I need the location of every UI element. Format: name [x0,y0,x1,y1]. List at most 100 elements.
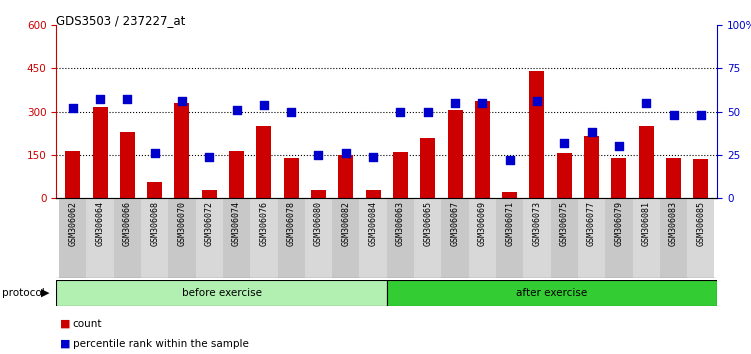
Bar [496,198,523,278]
Bar [502,193,517,198]
Bar [414,198,442,278]
Text: GSM306073: GSM306073 [532,201,541,246]
Bar [305,198,332,278]
Point [258,102,270,107]
Bar [442,198,469,278]
Bar [638,126,653,198]
Bar [366,190,381,198]
Bar [338,155,353,198]
Text: GSM306076: GSM306076 [259,201,268,246]
Text: GSM306082: GSM306082 [341,201,350,246]
Bar [584,136,599,198]
Bar [632,198,660,278]
Bar [86,198,113,278]
Point [122,97,134,102]
Text: GSM306065: GSM306065 [424,201,433,246]
Point [476,100,488,106]
Point [149,150,161,156]
Text: GSM306079: GSM306079 [614,201,623,246]
Text: GSM306077: GSM306077 [587,201,596,246]
Point [504,157,516,163]
Bar [360,198,387,278]
Text: GSM306069: GSM306069 [478,201,487,246]
Point [312,152,324,158]
Text: GSM306083: GSM306083 [669,201,678,246]
Text: GDS3503 / 237227_at: GDS3503 / 237227_at [56,14,185,27]
Bar [605,198,632,278]
Bar [311,190,326,198]
Bar [113,198,141,278]
Text: GSM306068: GSM306068 [150,201,159,246]
Text: GSM306066: GSM306066 [123,201,132,246]
Text: GSM306063: GSM306063 [396,201,405,246]
Bar [393,152,408,198]
Bar [284,158,299,198]
Point [558,140,570,145]
Bar [448,110,463,198]
Point [67,105,79,111]
Bar [202,190,217,198]
Bar [687,198,714,278]
Bar [469,198,496,278]
Bar [475,101,490,198]
Point [394,109,406,114]
Point [668,112,680,118]
Bar [168,198,195,278]
Point [204,154,216,159]
Bar [256,126,271,198]
Text: before exercise: before exercise [182,288,261,298]
Point [367,154,379,159]
Text: GSM306072: GSM306072 [205,201,214,246]
Bar [92,107,107,198]
Text: GSM306081: GSM306081 [641,201,650,246]
Text: GSM306070: GSM306070 [177,201,186,246]
Text: ■: ■ [60,339,71,349]
Bar [120,132,135,198]
Text: after exercise: after exercise [517,288,587,298]
Point [94,97,106,102]
Bar [693,159,708,198]
Point [231,107,243,113]
Point [176,98,188,104]
Text: GSM306067: GSM306067 [451,201,460,246]
Bar [195,198,223,278]
Text: GSM306071: GSM306071 [505,201,514,246]
Bar [59,198,86,278]
Text: GSM306080: GSM306080 [314,201,323,246]
Bar [278,198,305,278]
Bar [141,198,168,278]
Text: GSM306064: GSM306064 [95,201,104,246]
Bar [229,150,244,198]
Bar [387,280,717,306]
Bar [56,280,387,306]
Point [531,98,543,104]
Bar [611,158,626,198]
Bar [556,153,572,198]
Bar [550,198,578,278]
Point [339,150,351,156]
Point [695,112,707,118]
Bar [174,103,189,198]
Point [285,109,297,114]
Point [640,100,652,106]
Bar [421,138,436,198]
Bar [332,198,360,278]
Bar [223,198,250,278]
Text: protocol: protocol [2,288,44,298]
Text: GSM306078: GSM306078 [287,201,296,246]
Text: GSM306074: GSM306074 [232,201,241,246]
Bar [660,198,687,278]
Text: GSM306084: GSM306084 [369,201,378,246]
Text: percentile rank within the sample: percentile rank within the sample [73,339,249,349]
Text: count: count [73,319,102,329]
Bar [523,198,550,278]
Point [586,130,598,135]
Point [613,143,625,149]
Text: GSM306062: GSM306062 [68,201,77,246]
Point [449,100,461,106]
Text: ■: ■ [60,319,71,329]
Bar [529,71,544,198]
Text: ▶: ▶ [41,288,50,298]
Text: GSM306075: GSM306075 [559,201,569,246]
Text: GSM306085: GSM306085 [696,201,705,246]
